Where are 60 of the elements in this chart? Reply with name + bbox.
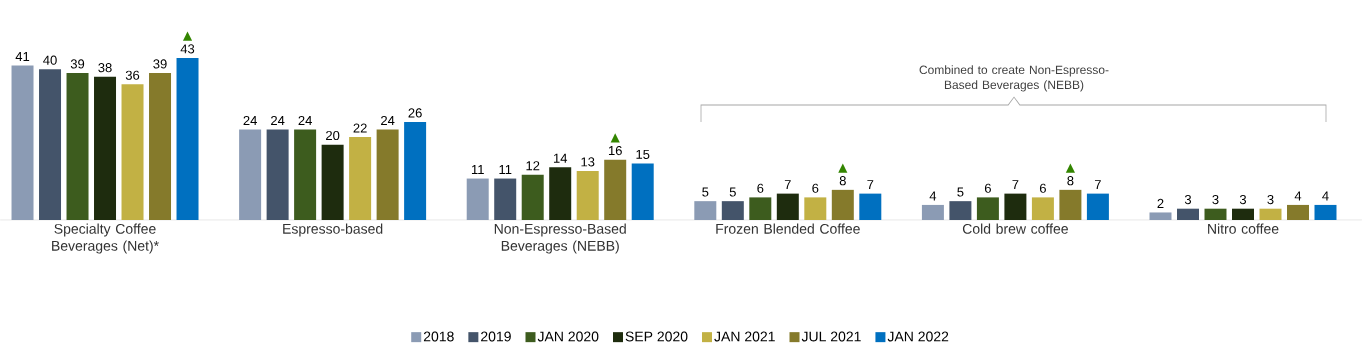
data-label: 11 xyxy=(499,165,512,175)
data-label: 4 xyxy=(929,191,937,201)
data-label: 16 xyxy=(608,145,622,156)
legend-label: JUL 2021 xyxy=(801,331,861,342)
data-label: 4 xyxy=(1294,191,1302,201)
annotation: ▲ xyxy=(610,133,620,143)
data-label: 20 xyxy=(326,130,340,141)
legend-label: 2018 xyxy=(423,331,454,342)
data-label: 3 xyxy=(1267,194,1274,205)
data-label: 6 xyxy=(812,183,819,193)
data-label: 24 xyxy=(298,115,312,126)
data-label: 38 xyxy=(98,63,112,73)
legend-label: JAN 2020 xyxy=(537,331,599,342)
data-label: 6 xyxy=(1039,183,1046,193)
data-label: 5 xyxy=(702,187,709,197)
data-label: 8 xyxy=(1067,176,1074,186)
x-tick-label: Espresso-based xyxy=(283,223,383,237)
legend-label: 2019 xyxy=(481,331,511,342)
data-label: 43 xyxy=(180,44,195,54)
data-label: 5 xyxy=(957,187,964,197)
data-label: 7 xyxy=(867,180,874,190)
legend-label: JAN 2021 xyxy=(714,331,775,342)
data-label: 36 xyxy=(125,70,140,80)
data-label: 14 xyxy=(553,153,568,163)
data-label: 7 xyxy=(784,180,791,190)
data-label: 41 xyxy=(15,52,30,61)
data-label: 3 xyxy=(1184,194,1192,205)
data-label: 15 xyxy=(636,149,650,159)
data-label: 11 xyxy=(471,165,484,175)
text: ▲ xyxy=(182,31,193,41)
x-tick-label: Cold brew coffee xyxy=(962,223,1068,234)
data-label: 3 xyxy=(1212,194,1219,205)
data-label: 40 xyxy=(43,55,57,65)
data-label: 22 xyxy=(353,123,367,133)
x-tick-label: Frozen Blended Coffee xyxy=(716,223,860,234)
x-tick-label: Non-Espresso-Based Beverages (NEBB) xyxy=(494,223,626,254)
data-label: 13 xyxy=(581,157,595,167)
annotation: Combined to create Non-Espresso-Based Beverages (NEBB) xyxy=(919,65,1109,92)
data-label: 26 xyxy=(408,108,422,118)
data-label: 24 xyxy=(243,115,257,126)
data-label: 3 xyxy=(1239,194,1247,205)
annotation: ▲ xyxy=(1065,163,1075,173)
legend-label: SEP 2020 xyxy=(625,331,688,342)
data-label: 2 xyxy=(1157,198,1164,208)
data-label: 7 xyxy=(1094,180,1101,190)
data-label: 12 xyxy=(526,161,540,171)
data-label: 5 xyxy=(729,187,736,197)
legend-label: JAN 2022 xyxy=(887,331,949,342)
data-label: 39 xyxy=(153,59,167,69)
data-label: 24 xyxy=(271,115,285,126)
data-label: 6 xyxy=(984,183,991,193)
data-label: 6 xyxy=(757,183,764,193)
data-label: 7 xyxy=(1012,180,1019,190)
data-label: 39 xyxy=(70,59,85,69)
data-label: 4 xyxy=(1322,191,1329,201)
data-label: 8 xyxy=(839,176,846,186)
data-label: 24 xyxy=(381,115,395,126)
x-tick-label: Specialty Coffee Beverages (Net)* xyxy=(52,223,159,254)
x-tick-label: Nitro coffee xyxy=(1208,223,1279,234)
annotation: ▲ xyxy=(838,163,848,173)
